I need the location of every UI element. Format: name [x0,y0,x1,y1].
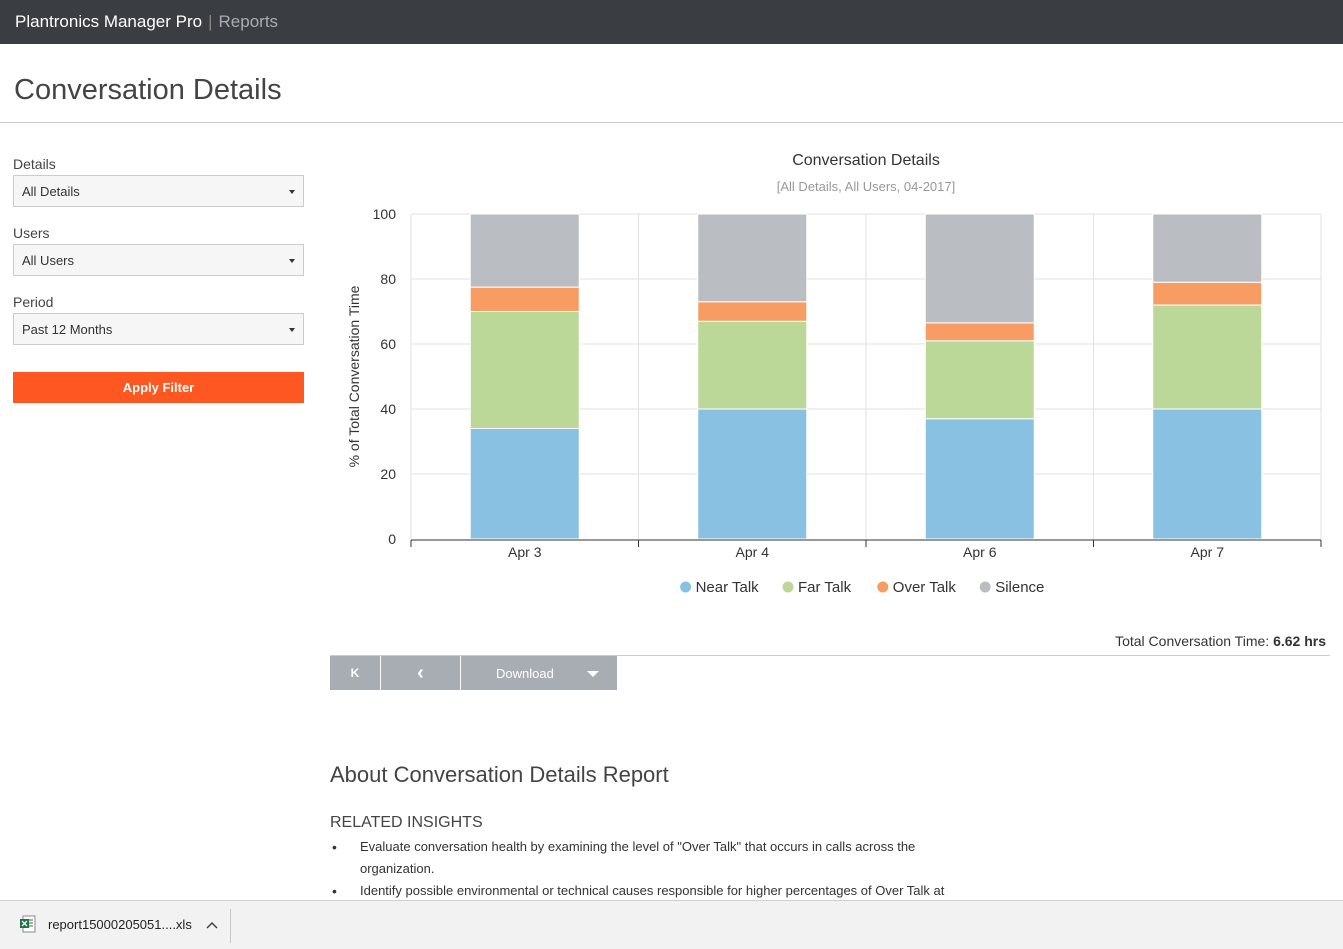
caret-down-icon [289,190,295,194]
period-select[interactable]: Past 12 Months [13,313,304,345]
download-label: Download [496,665,554,681]
x-tick-label: Apr 6 [963,544,997,560]
chart-container: Conversation Details [All Details, All Us… [330,140,1330,620]
total-conversation-time: Total Conversation Time: 6.62 hrs [330,633,1326,649]
bar-segment-over-talk [469,286,580,312]
x-tick-label: Apr 7 [1191,544,1225,560]
legend-marker [877,581,889,593]
y-tick-label: 20 [380,466,396,482]
download-bar-divider [230,909,231,943]
legend-item: Over Talk [893,579,957,596]
bar-segment-silence [1152,213,1263,283]
bar-segment-near-talk [697,408,808,540]
section-title[interactable]: Reports [218,12,279,31]
download-button[interactable]: Download [461,656,617,690]
download-bar: report15000205051....xls [0,900,1343,949]
caret-down-icon [289,328,295,332]
bar-segment-silence [924,213,1035,324]
users-select-value: All Users [22,252,75,268]
legend-item: Near Talk [696,579,760,596]
y-tick-label: 0 [388,531,396,547]
y-tick-label: 60 [380,336,396,352]
app-title[interactable]: Plantronics Manager Pro [15,12,203,31]
first-page-icon: K [350,666,360,680]
bar-segment-far-talk [1152,304,1263,410]
title-divider [0,122,1343,123]
y-tick-label: 80 [380,271,396,287]
period-label: Period [13,294,54,310]
top-bar: Plantronics Manager Pro | Reports [0,0,1343,44]
x-tick-label: Apr 4 [736,544,770,560]
legend-marker [979,581,991,593]
excel-file-icon [20,915,36,933]
stacked-bar-chart: Conversation Details [All Details, All Us… [346,152,1322,596]
caret-down-icon [289,259,295,263]
first-page-button[interactable]: K [330,656,381,690]
chart-subtitle: [All Details, All Users, 04-2017] [777,179,955,194]
total-value: 6.62 hrs [1273,633,1326,649]
bar-segment-over-talk [924,322,1035,342]
legend-item: Silence [995,579,1044,596]
caret-down-icon [587,671,599,677]
list-item: Identify possible environmental or techn… [330,880,990,902]
download-file-name: report15000205051....xls [48,916,192,932]
users-label: Users [13,225,50,241]
previous-page-button[interactable]: ‹ [381,656,461,690]
list-item: Evaluate conversation health by examinin… [330,836,990,880]
page-title: Conversation Details [14,74,282,106]
total-divider [330,655,1330,656]
bar-segment-near-talk [1152,408,1263,540]
bar-segment-far-talk [924,340,1035,420]
y-axis-label: % of Total Conversation Time [346,285,362,467]
legend-marker [680,581,692,593]
about-title: About Conversation Details Report [330,762,669,787]
bar-segment-over-talk [697,301,808,322]
filter-panel: Details All Details Users All Users Peri… [13,156,304,363]
bar-segment-silence [697,213,808,303]
chevron-left-icon: ‹ [417,662,424,684]
chevron-up-icon[interactable] [206,917,218,932]
chart-title: Conversation Details [792,152,940,169]
apply-filter-button[interactable]: Apply Filter [13,372,304,403]
legend-item: Far Talk [798,579,852,596]
details-select[interactable]: All Details [13,175,304,207]
y-tick-label: 100 [373,206,397,222]
total-label: Total Conversation Time: [1115,633,1274,649]
bar-segment-near-talk [469,428,580,540]
insights-title: RELATED INSIGHTS [330,814,483,831]
bar-segment-far-talk [697,320,808,410]
bar-segment-far-talk [469,311,580,429]
period-select-value: Past 12 Months [22,321,113,337]
insights-list: Evaluate conversation health by examinin… [330,836,990,902]
legend-marker [782,581,794,593]
y-tick-label: 40 [380,401,396,417]
bar-segment-silence [469,213,580,288]
bar-segment-over-talk [1152,281,1263,306]
x-tick-label: Apr 3 [508,544,542,560]
download-item[interactable]: report15000205051....xls [20,915,218,933]
title-separator: | [208,12,213,31]
users-select[interactable]: All Users [13,244,304,276]
bar-segment-near-talk [924,418,1035,540]
pager: K ‹ Download [330,656,617,690]
details-select-value: All Details [22,183,80,199]
details-label: Details [13,156,56,172]
